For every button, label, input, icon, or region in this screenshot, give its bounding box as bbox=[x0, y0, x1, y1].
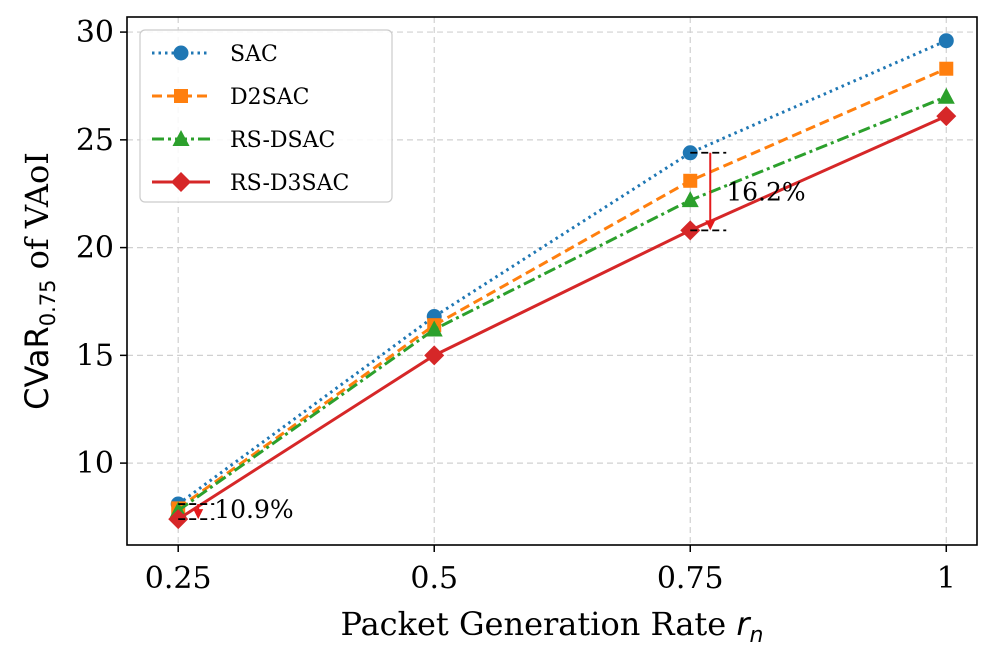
legend-box bbox=[139, 29, 393, 203]
y-tick-label: 20 bbox=[76, 231, 114, 266]
legend-label: RS-DSAC bbox=[230, 128, 335, 153]
x-tick-label: 0.75 bbox=[657, 561, 724, 596]
annotation-arrow-head bbox=[193, 509, 204, 520]
x-axis-label: Packet Generation Rate rn bbox=[341, 605, 764, 648]
legend-marker bbox=[174, 89, 188, 103]
x-tick-label: 1 bbox=[937, 561, 956, 596]
y-tick-label: 10 bbox=[76, 446, 114, 481]
data-point bbox=[424, 345, 445, 366]
legend-item-sac: SAC bbox=[152, 42, 278, 67]
data-point bbox=[938, 33, 954, 49]
data-point bbox=[936, 106, 957, 127]
legend: SAC D2SAC RS-DSAC RS-D3SAC bbox=[139, 29, 393, 203]
series-rs-d3sac bbox=[168, 106, 957, 530]
annotation-label: 10.9% bbox=[214, 495, 293, 524]
annotation-label: 16.2% bbox=[726, 178, 805, 207]
data-point bbox=[939, 61, 954, 76]
series-line bbox=[177, 67, 947, 510]
annotation-arrow-head bbox=[705, 220, 716, 231]
legend-label: SAC bbox=[230, 42, 278, 67]
series-line bbox=[177, 95, 947, 512]
data-point bbox=[937, 87, 955, 104]
legend-label: D2SAC bbox=[230, 85, 309, 110]
legend-item-rs-d3sac: RS-D3SAC bbox=[152, 171, 349, 196]
series-line bbox=[177, 39, 947, 506]
y-tick-label: 15 bbox=[76, 338, 114, 373]
legend-item-rs-dsac: RS-DSAC bbox=[152, 128, 335, 153]
annotation-2: 16.2% bbox=[690, 151, 806, 232]
y-axis-label: CVaR0.75 of VAoI bbox=[18, 152, 60, 410]
series-line bbox=[177, 114, 947, 521]
legend-item-d2sac: D2SAC bbox=[152, 85, 309, 110]
data-point bbox=[681, 191, 699, 208]
y-tick-label: 30 bbox=[76, 15, 114, 50]
legend-marker bbox=[172, 130, 190, 146]
data-point bbox=[683, 173, 698, 188]
x-tick-label: 0.5 bbox=[410, 561, 458, 596]
plot-frame bbox=[126, 16, 978, 546]
annotation-1: 10.9% bbox=[178, 495, 294, 524]
data-point bbox=[425, 320, 443, 337]
legend-marker bbox=[171, 172, 191, 192]
y-tick-label: 25 bbox=[76, 123, 114, 158]
x-tick-label: 0.25 bbox=[145, 561, 212, 596]
legend-marker bbox=[173, 45, 189, 61]
legend-label: RS-D3SAC bbox=[230, 171, 349, 196]
